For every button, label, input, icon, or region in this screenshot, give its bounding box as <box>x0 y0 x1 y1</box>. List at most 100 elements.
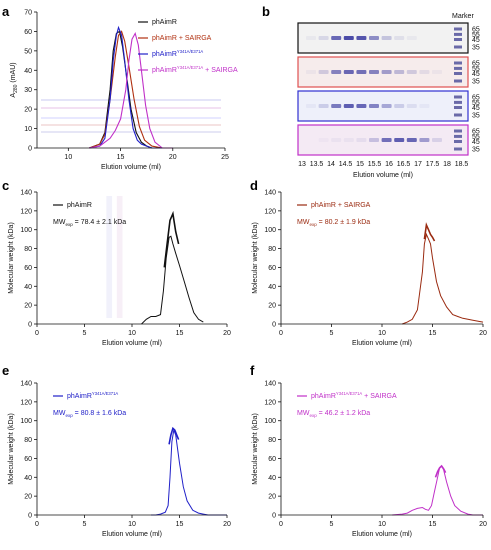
y-tick-label: 120 <box>264 208 276 215</box>
x-tick-label: 20 <box>223 330 231 337</box>
protein-band <box>381 36 392 40</box>
protein-band <box>306 104 316 108</box>
legend-entry: phAimRY341A/E371A + SAIRGA <box>152 65 238 74</box>
lane-label: 14 <box>327 161 335 168</box>
y-tick-label: 0 <box>28 146 32 153</box>
lane-label: 13.5 <box>310 161 324 168</box>
marker-kda-label: 45 <box>472 37 480 44</box>
x-tick-label: 10 <box>128 521 136 528</box>
protein-band <box>394 104 405 108</box>
marker-band <box>454 140 462 143</box>
mw-exp-label: MWexp = 78.4 ± 2.1 kDa <box>53 219 126 227</box>
panel-a-legend: phAimR phAimR + SAIRGA phAimRY341A/E371A ph… <box>138 19 238 74</box>
protein-band <box>369 138 379 142</box>
x-tick-label: 15 <box>176 521 184 528</box>
y-tick-label: 100 <box>264 418 276 425</box>
marker-band <box>454 147 462 151</box>
x-tick-label: 25 <box>221 154 229 161</box>
y-tick-label: 20 <box>268 494 276 501</box>
panel-letter-e: e <box>2 363 9 378</box>
legend-entry: phAimR <box>152 19 177 26</box>
y-tick-label: 80 <box>268 437 276 444</box>
legend-entry: phAimRY341A/E371A <box>67 391 118 400</box>
y-tick-label: 20 <box>24 494 32 501</box>
y-tick-label: 70 <box>24 10 32 17</box>
molecular-weight-line <box>434 464 447 478</box>
protein-band <box>343 36 354 40</box>
y-tick-label: 0 <box>28 513 32 520</box>
y-tick-label: 140 <box>264 381 276 388</box>
marker-kda-label: 35 <box>472 45 480 52</box>
panel-a-y-axis-label: A280 (mAU) <box>10 62 19 97</box>
lane-label: 17 <box>414 161 422 168</box>
marker-kda-label: 65 <box>472 129 480 136</box>
protein-band <box>356 36 367 40</box>
y-tick-label: 140 <box>20 381 32 388</box>
y-tick-label: 20 <box>268 303 276 310</box>
panel-b-gels: Marker 65554535655545356555453565554535 … <box>297 13 480 179</box>
marker-kda-label: 45 <box>472 71 480 78</box>
protein-band <box>356 138 367 142</box>
gel-1 <box>297 22 469 54</box>
y-tick-label: 100 <box>20 227 32 234</box>
y-tick-label: 30 <box>24 87 32 94</box>
y-tick-label: 120 <box>20 208 32 215</box>
y-tick-label: 120 <box>20 399 32 406</box>
protein-band <box>419 104 430 108</box>
y-tick-label: 60 <box>268 456 276 463</box>
marker-kda-label: 55 <box>472 32 480 39</box>
y-tick-label: 100 <box>20 418 32 425</box>
y-tick-label: 40 <box>268 475 276 482</box>
axes <box>36 192 227 325</box>
protein-band <box>331 36 342 40</box>
gel-2 <box>297 56 469 88</box>
protein-band <box>356 70 367 74</box>
x-tick-label: 5 <box>83 330 87 337</box>
gel-4 <box>297 124 469 156</box>
x-tick-label: 20 <box>479 330 487 337</box>
marker-band <box>454 100 462 104</box>
x-tick-label: 5 <box>330 330 334 337</box>
panel-letter-a: a <box>2 4 10 19</box>
y-tick-label: 140 <box>264 190 276 197</box>
x-tick-label: 10 <box>128 330 136 337</box>
marker-band <box>454 106 462 109</box>
panel-e-mals: 0 20 40 60 80 100 120 140 0 5 10 15 20 Elution volume… <box>8 381 231 539</box>
x-axis-label: Elution volume (ml) <box>102 340 162 347</box>
protein-band <box>406 104 417 108</box>
panel-letter-f: f <box>250 363 255 378</box>
y-tick-label: 50 <box>24 48 32 55</box>
y-tick-label: 20 <box>24 107 32 114</box>
marker-band <box>454 129 462 133</box>
lane-label: 14.5 <box>339 161 353 168</box>
protein-band <box>419 138 430 142</box>
protein-band <box>381 138 392 142</box>
lane-label: 13 <box>298 161 306 168</box>
marker-band <box>454 32 462 36</box>
mw-exp-label: MWexp = 80.2 ± 1.9 kDa <box>297 219 370 227</box>
y-tick-label: 60 <box>268 265 276 272</box>
lane-label: 16.5 <box>397 161 411 168</box>
x-tick-label: 20 <box>169 154 177 161</box>
protein-band <box>406 138 417 142</box>
protein-band <box>318 70 329 74</box>
panel-f-mals: 0 20 40 60 80 100 120 140 0 5 10 15 20 Elution volume… <box>252 381 487 539</box>
marker-kda-label: 35 <box>472 113 480 120</box>
legend-entry: phAimR + SAIRGA <box>152 35 212 42</box>
y-tick-label: 10 <box>24 126 32 133</box>
protein-band <box>318 104 329 108</box>
protein-band <box>306 70 316 74</box>
panel-c-mals: 0 20 40 60 80 100 120 140 0 5 10 15 20 Elution volume… <box>8 190 231 348</box>
panel-letter-b: b <box>262 4 270 19</box>
protein-band <box>318 36 329 40</box>
marker-band <box>454 66 462 70</box>
lane-label: 15.5 <box>368 161 382 168</box>
mw-exp-label: MWexp = 80.8 ± 1.6 kDa <box>53 410 126 418</box>
x-axis-label: Elution volume (ml) <box>352 531 412 538</box>
x-tick-label: 0 <box>279 330 283 337</box>
protein-band <box>432 138 442 142</box>
protein-band <box>406 36 417 40</box>
y-tick-label: 40 <box>268 284 276 291</box>
y-axis-label: Molecular weight (kDa) <box>8 413 15 485</box>
y-tick-label: 80 <box>24 246 32 253</box>
